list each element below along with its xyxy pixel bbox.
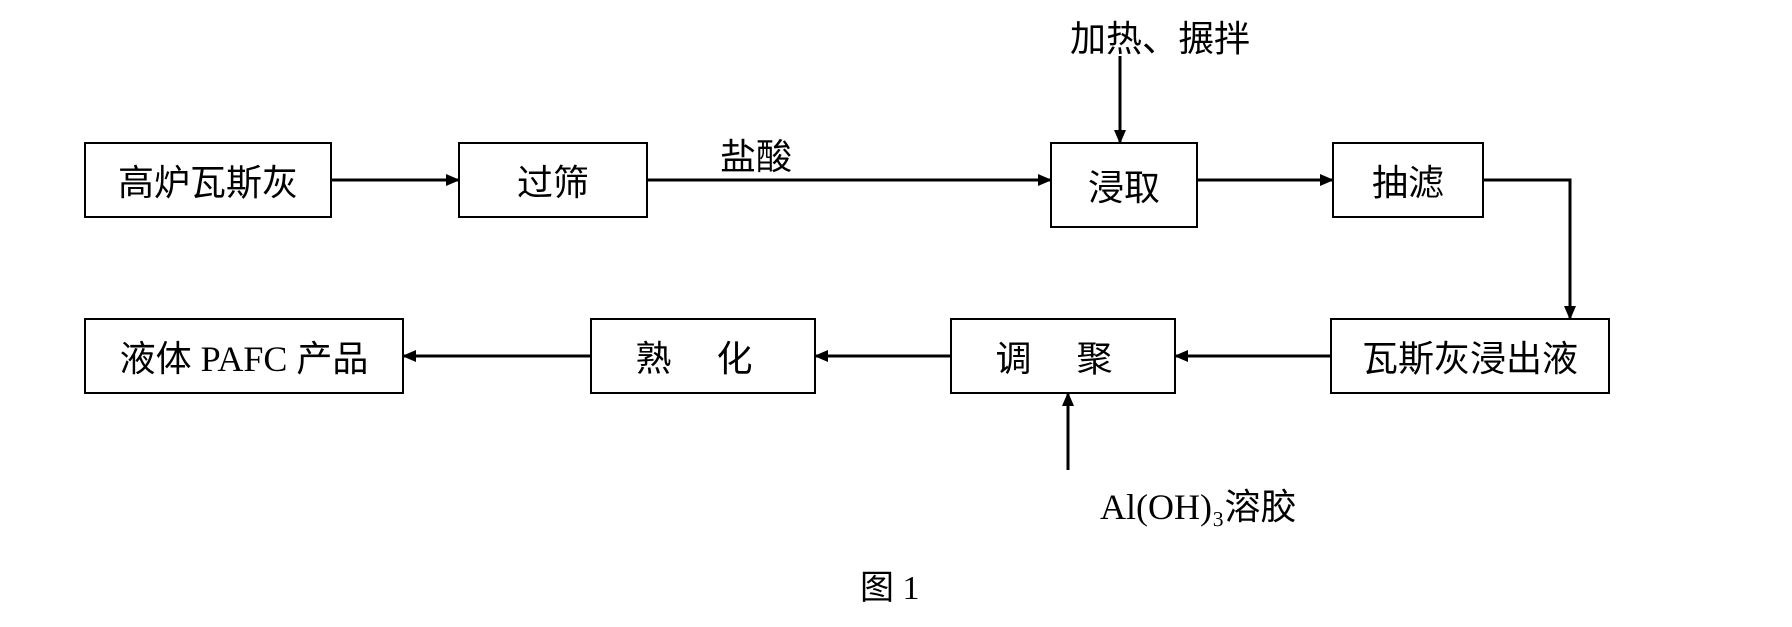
node-n4: 抽滤 (1332, 142, 1484, 218)
node-n3: 浸取 (1050, 142, 1198, 228)
label-l2: 盐酸 (720, 128, 792, 180)
arrow-layer (0, 0, 1792, 627)
node-label: 浸取 (1088, 159, 1160, 211)
node-n5: 瓦斯灰浸出液 (1330, 318, 1610, 394)
caption-text: 图 1 (860, 570, 920, 607)
flowchart-canvas: 高炉瓦斯灰 过筛 浸取 抽滤瓦斯灰浸出液 调 聚 熟 化 液体 PAFC 产品 加热、搌拌盐… (0, 0, 1792, 627)
node-n2: 过筛 (458, 142, 648, 218)
node-label: 瓦斯灰浸出液 (1362, 330, 1578, 382)
node-n1: 高炉瓦斯灰 (84, 142, 332, 218)
node-label: 熟 化 (635, 330, 770, 382)
node-label: 抽滤 (1372, 154, 1444, 206)
node-n7: 熟 化 (590, 318, 816, 394)
node-label: 过筛 (517, 154, 589, 206)
node-n6: 调 聚 (950, 318, 1176, 394)
label-l3: Al(OH)₃溶胶 (1100, 478, 1297, 530)
node-n8: 液体 PAFC 产品 (84, 318, 404, 394)
node-label: 高炉瓦斯灰 (118, 154, 298, 206)
node-label: 液体 PAFC 产品 (120, 330, 369, 382)
figure-caption: 图 1 (860, 560, 920, 609)
label-l1: 加热、搌拌 (1070, 10, 1250, 62)
node-label: 调 聚 (995, 330, 1130, 382)
